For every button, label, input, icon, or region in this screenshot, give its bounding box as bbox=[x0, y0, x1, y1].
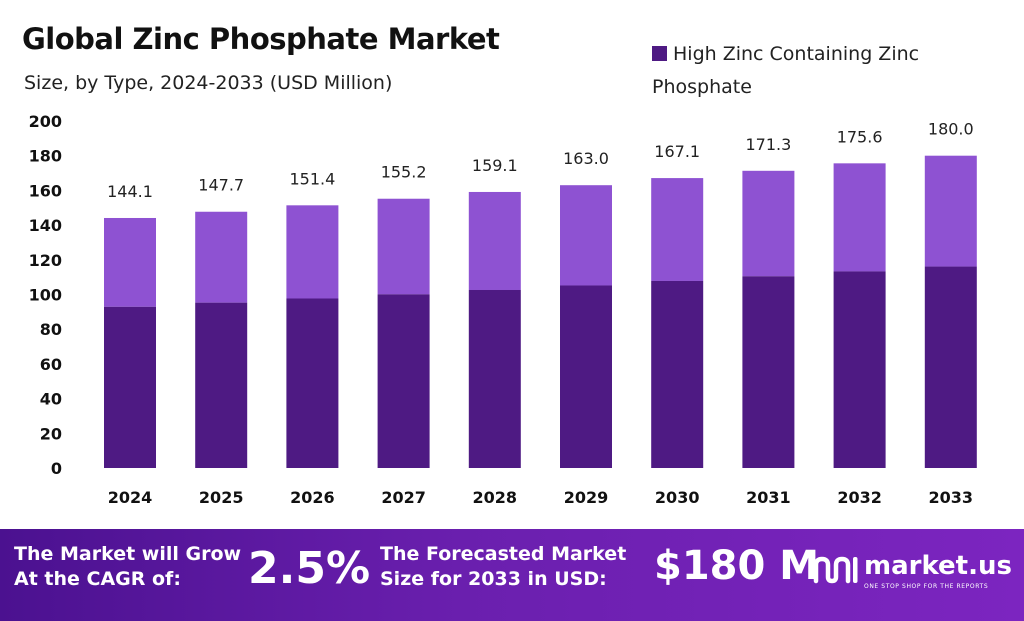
forecast-size-label-line2: Size for 2033 in USD: bbox=[380, 568, 607, 590]
brand-tagline: ONE STOP SHOP FOR THE REPORTS bbox=[864, 583, 989, 590]
bar-segment-high-zinc bbox=[924, 266, 977, 468]
bar-upper-segment bbox=[924, 155, 977, 267]
bar-upper-segment bbox=[560, 185, 612, 286]
bar-segment-high-zinc bbox=[742, 276, 795, 468]
market-us-logo-icon bbox=[813, 556, 858, 584]
legend: High Zinc Containing Zinc Phosphate bbox=[652, 38, 1012, 104]
y-tick-label: 100 bbox=[29, 286, 62, 305]
chart-subtitle: Size, by Type, 2024-2033 (USD Million) bbox=[24, 72, 393, 94]
data-label: 147.7 bbox=[198, 176, 244, 195]
bar-upper-segment bbox=[742, 170, 795, 277]
data-label: 180.0 bbox=[928, 120, 974, 139]
footer-banner: The Market will Grow At the CAGR of: 2.5… bbox=[0, 529, 1024, 621]
y-tick-label: 60 bbox=[40, 355, 62, 374]
forecast-size-label: The Forecasted Market Size for 2033 in U… bbox=[380, 542, 640, 592]
x-tick-label: 2025 bbox=[199, 488, 244, 507]
data-label: 151.4 bbox=[289, 169, 335, 188]
x-tick-label: 2027 bbox=[381, 488, 426, 507]
x-tick-label: 2029 bbox=[564, 488, 609, 507]
y-tick-label: 200 bbox=[29, 112, 62, 131]
cagr-label-line2: At the CAGR of: bbox=[14, 568, 181, 590]
forecast-size-label-line1: The Forecasted Market bbox=[380, 543, 627, 565]
bar-segment-high-zinc bbox=[377, 294, 430, 468]
cagr-value: 2.5% bbox=[248, 543, 371, 594]
bar-segment-high-zinc bbox=[468, 289, 521, 468]
cagr-label: The Market will Grow At the CAGR of: bbox=[14, 542, 254, 592]
data-label: 144.1 bbox=[107, 182, 153, 201]
x-tick-label: 2032 bbox=[837, 488, 882, 507]
y-axis: 0 20 40 60 80 100 120 140 160 180 200 bbox=[29, 112, 62, 478]
brand-name: market.us bbox=[864, 551, 1012, 581]
legend-swatch bbox=[652, 46, 667, 61]
y-tick-label: 160 bbox=[29, 181, 62, 200]
x-tick-label: 2033 bbox=[929, 488, 974, 507]
y-tick-label: 180 bbox=[29, 147, 62, 166]
brand-logo[interactable]: market.us ONE STOP SHOP FOR THE REPORTS bbox=[812, 549, 1017, 599]
x-tick-label: 2031 bbox=[746, 488, 791, 507]
data-label: 175.6 bbox=[837, 127, 883, 146]
bar-upper-segment bbox=[104, 217, 156, 307]
bar-segment-high-zinc bbox=[560, 285, 612, 468]
data-label: 155.2 bbox=[381, 163, 427, 182]
cagr-label-line1: The Market will Grow bbox=[14, 543, 242, 565]
x-axis: 2024 2025 2026 2027 2028 2029 2030 2031 2032 2033 bbox=[108, 488, 973, 507]
data-label: 167.1 bbox=[654, 142, 700, 161]
bar-upper-segment bbox=[377, 198, 430, 295]
y-tick-label: 120 bbox=[29, 251, 62, 270]
bar-upper-segment bbox=[195, 211, 248, 303]
x-tick-label: 2026 bbox=[290, 488, 335, 507]
legend-label: High Zinc Containing Zinc Phosphate bbox=[652, 43, 920, 98]
y-tick-label: 20 bbox=[40, 424, 62, 443]
data-label: 171.3 bbox=[745, 135, 791, 154]
bar-upper-segment bbox=[833, 163, 886, 272]
y-tick-label: 0 bbox=[51, 459, 62, 478]
x-tick-label: 2030 bbox=[655, 488, 700, 507]
data-label: 163.0 bbox=[563, 149, 609, 168]
bar-segment-high-zinc bbox=[651, 280, 704, 468]
y-tick-label: 140 bbox=[29, 216, 62, 235]
bar-segment-high-zinc bbox=[286, 298, 339, 468]
bar-segment-high-zinc bbox=[833, 271, 886, 468]
forecast-size-value: $180 M bbox=[654, 543, 820, 589]
data-label: 159.1 bbox=[472, 156, 518, 175]
x-tick-label: 2024 bbox=[108, 488, 153, 507]
bar-upper-segment bbox=[468, 191, 521, 290]
bar-upper-segment bbox=[286, 205, 339, 299]
bar-segment-high-zinc bbox=[104, 306, 156, 468]
x-tick-label: 2028 bbox=[473, 488, 518, 507]
bars: 144.1 147.7 151.4 155.2 159.1 163.0 167.1 171.3… bbox=[104, 120, 977, 468]
chart-title: Global Zinc Phosphate Market bbox=[22, 22, 500, 56]
bar-upper-segment bbox=[651, 178, 704, 281]
bar-segment-high-zinc bbox=[195, 302, 248, 468]
y-tick-label: 40 bbox=[40, 390, 62, 409]
y-tick-label: 80 bbox=[40, 320, 62, 339]
bar-chart: 0 20 40 60 80 100 120 140 160 180 200 144.1 147.7 15… bbox=[29, 112, 977, 507]
